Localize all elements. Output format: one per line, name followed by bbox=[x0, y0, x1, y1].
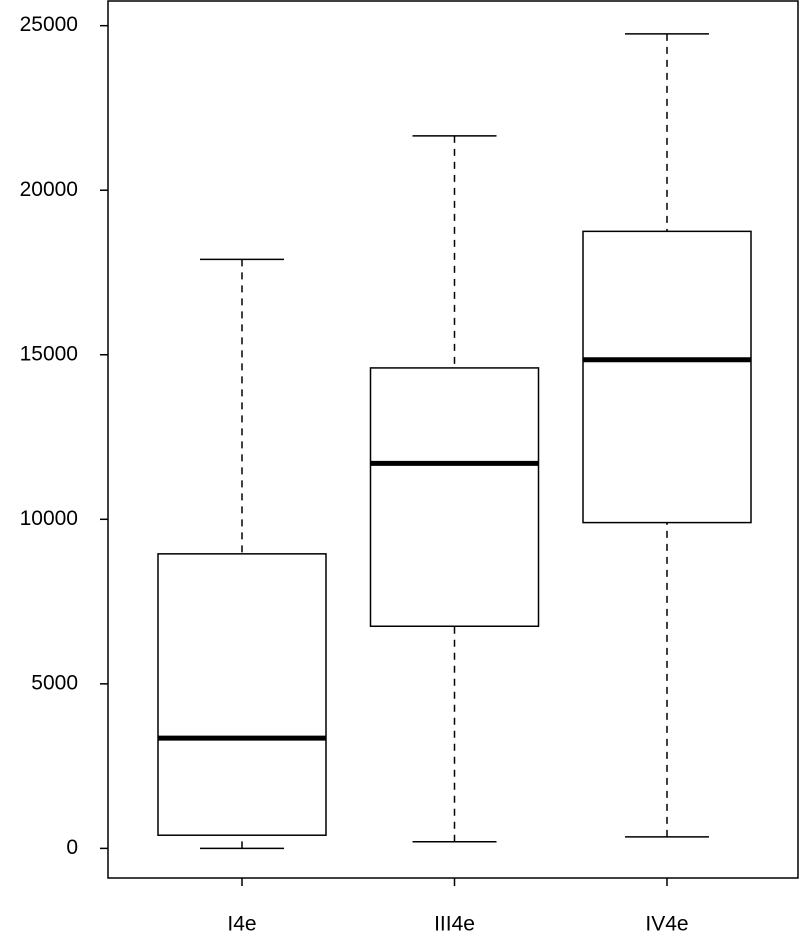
y-tick-label: 15000 bbox=[20, 342, 78, 365]
y-tick-label: 20000 bbox=[20, 178, 78, 201]
y-tick-label: 25000 bbox=[20, 13, 78, 36]
box bbox=[157, 553, 327, 836]
plot-frame bbox=[107, 0, 799, 879]
box bbox=[582, 230, 752, 524]
x-tick-label: IV4e bbox=[645, 913, 688, 936]
y-tick-label: 5000 bbox=[31, 671, 78, 694]
box bbox=[369, 367, 540, 628]
y-tick-label: 0 bbox=[66, 836, 78, 859]
x-tick-label: I4e bbox=[227, 913, 256, 936]
x-tick-label: III4e bbox=[434, 913, 475, 936]
y-tick-label: 10000 bbox=[20, 507, 78, 530]
